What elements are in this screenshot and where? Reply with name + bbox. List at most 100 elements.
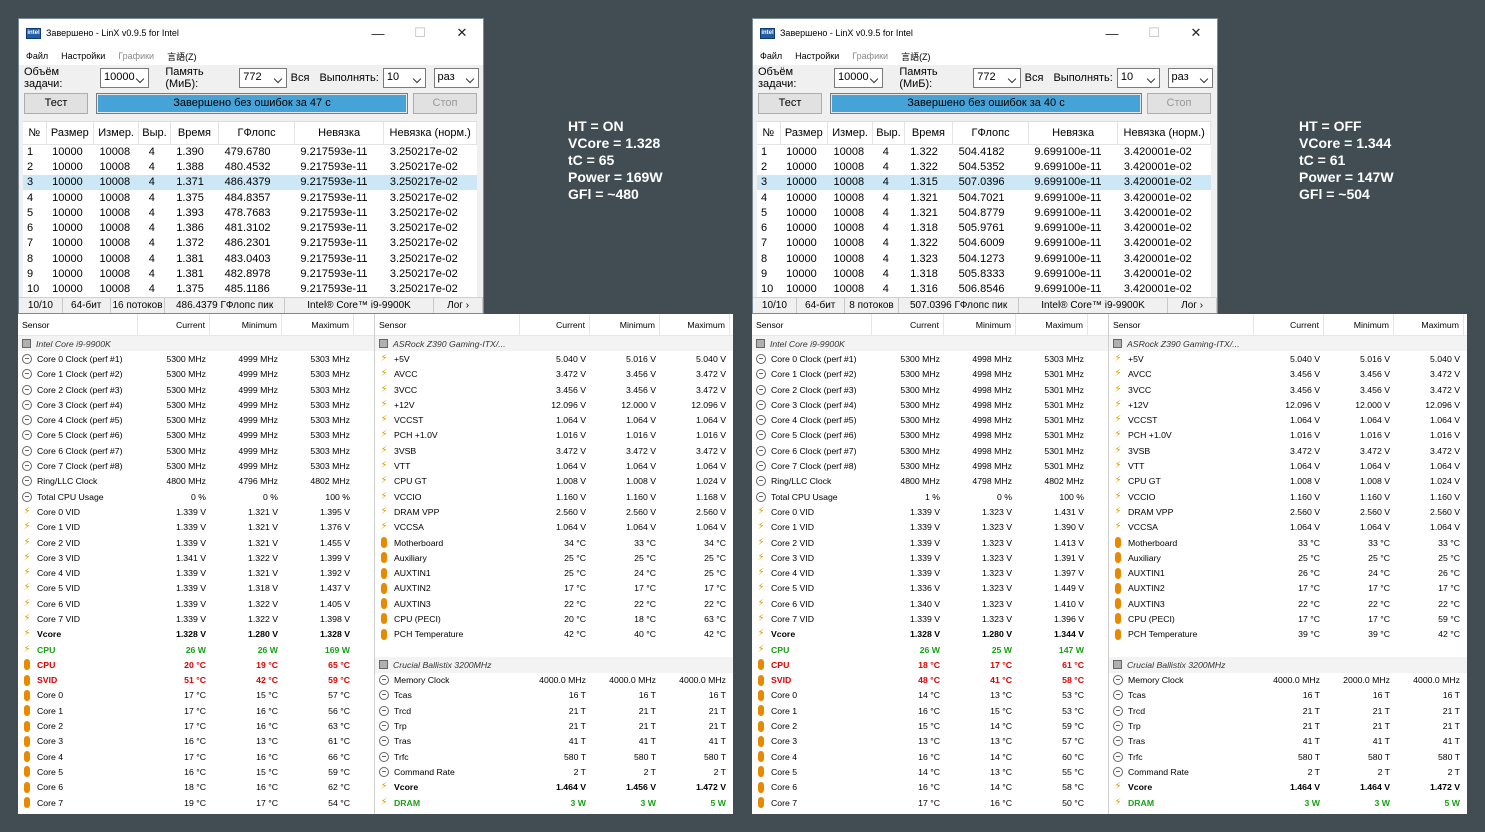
sensor-row[interactable]: Total CPU Usage 0 % 0 % 100 % [18, 489, 374, 504]
sensor-row[interactable]: ⚡ VCCSA 1.064 V 1.064 V 1.064 V [1109, 520, 1467, 535]
maximize-icon[interactable]: ☐ [1148, 25, 1160, 40]
menu-item[interactable]: Настройки [61, 51, 106, 61]
sensor-row[interactable]: Auxiliary 25 °C 25 °C 25 °C [375, 550, 733, 565]
sensor-column-header[interactable]: Minimum [590, 314, 660, 335]
run-count-select[interactable]: 10 [1116, 68, 1160, 88]
sensor-row[interactable]: Core 6 16 °C 14 °C 58 °C [752, 780, 1108, 795]
column-header[interactable]: Измер. [93, 122, 140, 145]
sensor-row[interactable]: ⚡ VTT 1.064 V 1.064 V 1.064 V [1109, 458, 1467, 473]
column-header[interactable]: Невязка [294, 122, 385, 145]
sensor-row[interactable]: ⚡ Core 3 VID 1.341 V 1.322 V 1.399 V [18, 550, 374, 565]
sensor-row[interactable]: Core 2 Clock (perf #3) 5300 MHz 4998 MHz 53… [752, 382, 1108, 397]
sensor-row[interactable]: ⚡ VCCSA 1.064 V 1.064 V 1.064 V [375, 520, 733, 535]
sensor-row[interactable]: Tcas 16 T 16 T 16 T [1109, 688, 1467, 703]
sensor-group[interactable]: Crucial Ballistix 3200MHz [375, 657, 733, 673]
sensor-row[interactable]: Core 5 16 °C 15 °C 59 °C [18, 764, 374, 779]
column-header[interactable]: Невязка (норм.) [1117, 122, 1211, 145]
sensor-row[interactable]: ⚡ VCCST 1.064 V 1.064 V 1.064 V [1109, 412, 1467, 427]
sensor-row[interactable]: ⚡ Core 6 VID 1.339 V 1.322 V 1.405 V [18, 596, 374, 611]
table-row[interactable]: 5 10000 10008 4 1.393 478.7683 9.217593e-11 3.2… [23, 205, 477, 220]
column-header[interactable]: Измер. [827, 122, 874, 145]
sensor-column-header[interactable]: Current [520, 314, 590, 335]
menu-item[interactable]: Настройки [795, 51, 840, 61]
sensor-row[interactable]: ⚡ AVCC 3.456 V 3.456 V 3.472 V [1109, 367, 1467, 382]
sensor-row[interactable]: Core 1 Clock (perf #2) 5300 MHz 4998 MHz 53… [752, 367, 1108, 382]
sensor-row[interactable]: Trp 21 T 21 T 21 T [375, 718, 733, 733]
sensor-row[interactable]: Core 1 16 °C 15 °C 53 °C [752, 703, 1108, 718]
all-memory-label[interactable]: Вся [1024, 72, 1044, 84]
sensor-group[interactable]: Intel Core i9-9900K [18, 336, 374, 352]
table-row[interactable]: 8 10000 10008 4 1.381 483.0403 9.217593e-11 3.2… [23, 251, 477, 266]
sensor-row[interactable]: ⚡ Core 7 VID 1.339 V 1.323 V 1.396 V [752, 611, 1108, 626]
sensor-group[interactable]: Intel Core i9-9900K [752, 336, 1108, 352]
stop-button[interactable]: Стоп [1147, 92, 1211, 114]
sensor-row[interactable]: ⚡ Core 7 VID 1.339 V 1.322 V 1.398 V [18, 611, 374, 626]
run-unit-select[interactable]: раз [433, 68, 479, 88]
table-row[interactable]: 3 10000 10008 4 1.315 507.0396 9.699100e-11 3.4… [757, 174, 1211, 190]
column-header[interactable]: Невязка [1028, 122, 1119, 145]
sensor-row[interactable]: ⚡ 3VCC 3.456 V 3.456 V 3.472 V [375, 382, 733, 397]
sensor-row[interactable]: ⚡ Core 5 VID 1.336 V 1.323 V 1.449 V [752, 581, 1108, 596]
sensor-row[interactable]: ⚡ Core 3 VID 1.339 V 1.323 V 1.391 V [752, 550, 1108, 565]
sensor-row[interactable]: ⚡ 3VSB 3.472 V 3.472 V 3.472 V [1109, 443, 1467, 458]
table-row[interactable]: 7 10000 10008 4 1.322 504.6009 9.699100e-11 3.4… [757, 236, 1211, 251]
table-row[interactable]: 7 10000 10008 4 1.372 486.2301 9.217593e-11 3.2… [23, 236, 477, 251]
run-unit-select[interactable]: раз [1167, 68, 1213, 88]
sensor-row[interactable]: AUXTIN1 25 °C 24 °C 25 °C [375, 565, 733, 580]
sensor-row[interactable]: Command Rate 2 T 2 T 2 T [1109, 764, 1467, 779]
sensor-row[interactable]: ⚡ PCH +1.0V 1.016 V 1.016 V 1.016 V [1109, 428, 1467, 443]
sensor-row[interactable]: ⚡ Core 2 VID 1.339 V 1.323 V 1.413 V [752, 535, 1108, 550]
sensor-row[interactable]: CPU 18 °C 17 °C 61 °C [752, 657, 1108, 672]
sensor-row[interactable]: Core 0 14 °C 13 °C 53 °C [752, 688, 1108, 703]
sensor-row[interactable]: ⚡ VCCIO 1.160 V 1.160 V 1.160 V [1109, 489, 1467, 504]
sensor-row[interactable]: Core 3 16 °C 13 °C 61 °C [18, 734, 374, 749]
sensor-row[interactable]: Core 5 Clock (perf #6) 5300 MHz 4999 MHz 53… [18, 428, 374, 443]
sensor-row[interactable]: Ring/LLC Clock 4800 MHz 4796 MHz 4802 MHz [18, 474, 374, 489]
sensor-row[interactable]: Core 6 Clock (perf #7) 5300 MHz 4999 MHz 53… [18, 443, 374, 458]
sensor-row[interactable]: ⚡ CPU GT 1.008 V 1.008 V 1.024 V [1109, 474, 1467, 489]
sensor-row[interactable]: ⚡ PCH +1.0V 1.016 V 1.016 V 1.016 V [375, 428, 733, 443]
sensor-column-header[interactable]: Minimum [210, 314, 282, 335]
sensor-row[interactable]: Core 4 Clock (perf #5) 5300 MHz 4999 MHz 53… [18, 412, 374, 427]
sensor-row[interactable]: ⚡ Core 1 VID 1.339 V 1.321 V 1.376 V [18, 520, 374, 535]
minimize-icon[interactable]: — [1105, 25, 1119, 41]
sensor-column-header[interactable]: Maximum [1016, 314, 1088, 335]
maximize-icon[interactable]: ☐ [414, 25, 426, 40]
sensor-row[interactable]: Trfc 580 T 580 T 580 T [375, 749, 733, 764]
table-row[interactable]: 8 10000 10008 4 1.323 504.1273 9.699100e-11 3.4… [757, 251, 1211, 266]
column-header[interactable]: Размер [780, 122, 828, 145]
sensor-row[interactable]: ⚡ CPU 26 W 25 W 147 W [752, 642, 1108, 657]
menu-item[interactable]: 言語(Z) [901, 51, 931, 62]
close-icon[interactable]: ✕ [456, 25, 468, 40]
sensor-row[interactable]: ⚡ +12V 12.096 V 12.000 V 12.096 V [375, 397, 733, 412]
sensor-column-header[interactable]: Sensor [752, 314, 872, 335]
sensor-row[interactable]: Core 7 Clock (perf #8) 5300 MHz 4999 MHz 53… [18, 458, 374, 473]
sensor-row[interactable]: ⚡ DRAM 3 W 3 W 5 W [1109, 795, 1467, 810]
sensor-row[interactable]: ⚡ Vcore 1.464 V 1.464 V 1.472 V [1109, 780, 1467, 795]
log-button[interactable]: Лог › [1168, 298, 1218, 313]
sensor-row[interactable]: Core 6 Clock (perf #7) 5300 MHz 4998 MHz 53… [752, 443, 1108, 458]
sensor-row[interactable]: ⚡ DRAM 3 W 3 W 5 W [375, 795, 733, 810]
sensor-row[interactable]: Core 0 17 °C 15 °C 57 °C [18, 688, 374, 703]
close-icon[interactable]: ✕ [1190, 25, 1202, 40]
sensor-row[interactable]: Core 7 19 °C 17 °C 54 °C [18, 795, 374, 810]
task-size-select[interactable]: 10000 [100, 68, 150, 88]
sensor-row[interactable]: ⚡ +12V 12.096 V 12.000 V 12.096 V [1109, 397, 1467, 412]
table-row[interactable]: 10 10000 10008 4 1.375 485.1186 9.217593e-11 3.… [23, 282, 477, 297]
sensor-row[interactable]: Memory Clock 4000.0 MHz 2000.0 MHz 4000.0 M… [1109, 673, 1467, 688]
sensor-row[interactable]: ⚡ +5V 5.040 V 5.016 V 5.040 V [1109, 351, 1467, 366]
sensor-row[interactable]: Tras 41 T 41 T 41 T [1109, 734, 1467, 749]
column-header[interactable]: ГФлопс [218, 122, 295, 145]
sensor-row[interactable]: ⚡ DRAM VPP 2.560 V 2.560 V 2.560 V [375, 504, 733, 519]
table-row[interactable]: 6 10000 10008 4 1.318 505.9761 9.699100e-11 3.4… [757, 220, 1211, 235]
sensor-column-header[interactable]: Maximum [660, 314, 730, 335]
sensor-row[interactable]: AUXTIN2 17 °C 17 °C 17 °C [375, 581, 733, 596]
sensor-row[interactable]: Core 2 Clock (perf #3) 5300 MHz 4999 MHz 53… [18, 382, 374, 397]
table-row[interactable]: 5 10000 10008 4 1.321 504.8779 9.699100e-11 3.4… [757, 205, 1211, 220]
sensor-row[interactable]: CPU (PECI) 17 °C 17 °C 59 °C [1109, 611, 1467, 626]
sensor-group[interactable]: Crucial Ballistix 3200MHz [1109, 657, 1467, 673]
sensor-row[interactable]: Tcas 16 T 16 T 16 T [375, 688, 733, 703]
sensor-row[interactable]: ⚡ Core 2 VID 1.339 V 1.321 V 1.455 V [18, 535, 374, 550]
sensor-row[interactable]: Memory Clock 4000.0 MHz 4000.0 MHz 4000.0 M… [375, 673, 733, 688]
sensor-column-header[interactable]: Minimum [944, 314, 1016, 335]
